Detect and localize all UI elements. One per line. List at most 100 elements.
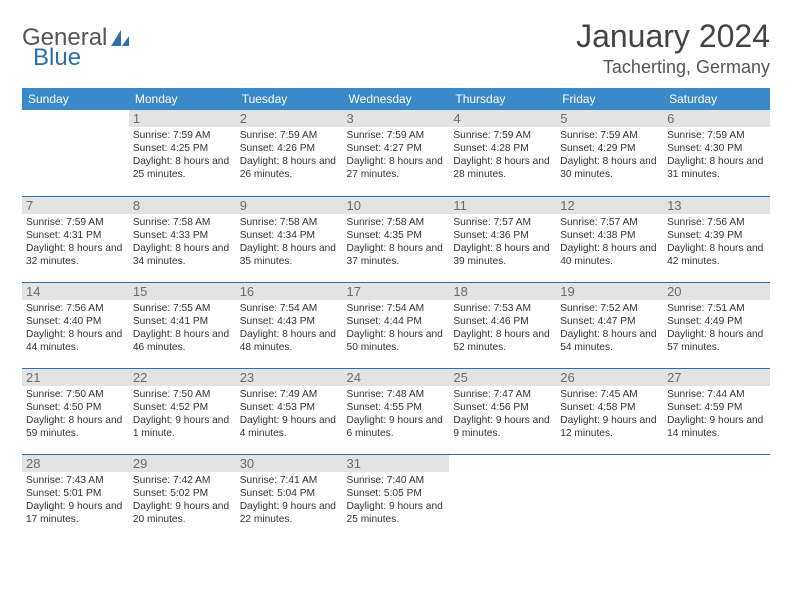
calendar-cell xyxy=(449,454,556,540)
day-number: 21 xyxy=(22,369,129,386)
day-info: Sunrise: 7:59 AMSunset: 4:28 PMDaylight:… xyxy=(453,129,552,181)
day-number: 23 xyxy=(236,369,343,386)
calendar-cell xyxy=(22,110,129,196)
day-number: 26 xyxy=(556,369,663,386)
day-number: 19 xyxy=(556,283,663,300)
day-number: 17 xyxy=(343,283,450,300)
day-number: 2 xyxy=(236,110,343,127)
calendar-cell: 1 Sunrise: 7:59 AMSunset: 4:25 PMDaylight… xyxy=(129,110,236,196)
day-info: Sunrise: 7:53 AMSunset: 4:46 PMDaylight:… xyxy=(453,302,552,354)
calendar-cell: 8Sunrise: 7:58 AMSunset: 4:33 PMDaylight… xyxy=(129,196,236,282)
day-number: 22 xyxy=(129,369,236,386)
logo-sail-icon xyxy=(109,28,131,48)
calendar-cell: 29 Sunrise: 7:42 AMSunset: 5:02 PMDayligh… xyxy=(129,454,236,540)
day-info: Sunrise: 7:45 AMSunset: 4:58 PMDaylight:… xyxy=(560,388,659,440)
calendar-cell: 15 Sunrise: 7:55 AMSunset: 4:41 PMDayligh… xyxy=(129,282,236,368)
weekday-header: Friday xyxy=(556,88,663,110)
calendar-cell: 11 Sunrise: 7:57 AMSunset: 4:36 PMDayligh… xyxy=(449,196,556,282)
calendar-cell: 13 Sunrise: 7:56 AMSunset: 4:39 PMDayligh… xyxy=(663,196,770,282)
calendar-row: 21 Sunrise: 7:50 AMSunset: 4:50 PMDayligh… xyxy=(22,368,770,454)
day-info: Sunrise: 7:44 AMSunset: 4:59 PMDaylight:… xyxy=(667,388,766,440)
calendar-cell: 12Sunrise: 7:57 AMSunset: 4:38 PMDayligh… xyxy=(556,196,663,282)
day-info: Sunrise: 7:41 AMSunset: 5:04 PMDaylight:… xyxy=(240,474,339,526)
calendar-cell xyxy=(556,454,663,540)
day-info: Sunrise: 7:59 AMSunset: 4:29 PMDaylight:… xyxy=(560,129,659,181)
weekday-header: Wednesday xyxy=(343,88,450,110)
day-number: 27 xyxy=(663,369,770,386)
calendar-cell: 27 Sunrise: 7:44 AMSunset: 4:59 PMDayligh… xyxy=(663,368,770,454)
day-number: 16 xyxy=(236,283,343,300)
day-info: Sunrise: 7:58 AMSunset: 4:35 PMDaylight:… xyxy=(347,216,446,268)
weekday-header-row: SundayMondayTuesdayWednesdayThursdayFrid… xyxy=(22,88,770,110)
calendar-table: SundayMondayTuesdayWednesdayThursdayFrid… xyxy=(22,88,770,540)
day-info: Sunrise: 7:52 AMSunset: 4:47 PMDaylight:… xyxy=(560,302,659,354)
day-info: Sunrise: 7:49 AMSunset: 4:53 PMDaylight:… xyxy=(240,388,339,440)
day-info: Sunrise: 7:40 AMSunset: 5:05 PMDaylight:… xyxy=(347,474,446,526)
day-info: Sunrise: 7:56 AMSunset: 4:39 PMDaylight:… xyxy=(667,216,766,268)
day-info: Sunrise: 7:59 AMSunset: 4:27 PMDaylight:… xyxy=(347,129,446,181)
day-info: Sunrise: 7:55 AMSunset: 4:41 PMDaylight:… xyxy=(133,302,232,354)
calendar-cell: 24 Sunrise: 7:48 AMSunset: 4:55 PMDayligh… xyxy=(343,368,450,454)
day-info: Sunrise: 7:58 AMSunset: 4:34 PMDaylight:… xyxy=(240,216,339,268)
day-number: 10 xyxy=(343,197,450,214)
day-info: Sunrise: 7:54 AMSunset: 4:44 PMDaylight:… xyxy=(347,302,446,354)
calendar-row: 28Sunrise: 7:43 AMSunset: 5:01 PMDayligh… xyxy=(22,454,770,540)
day-info: Sunrise: 7:59 AMSunset: 4:30 PMDaylight:… xyxy=(667,129,766,181)
day-info: Sunrise: 7:47 AMSunset: 4:56 PMDaylight:… xyxy=(453,388,552,440)
day-number: 25 xyxy=(449,369,556,386)
header: General January 2024 Tacherting, Germany xyxy=(22,18,770,78)
day-number: 11 xyxy=(449,197,556,214)
calendar-cell: 3Sunrise: 7:59 AMSunset: 4:27 PMDaylight… xyxy=(343,110,450,196)
day-number: 15 xyxy=(129,283,236,300)
day-info: Sunrise: 7:56 AMSunset: 4:40 PMDaylight:… xyxy=(26,302,125,354)
day-info: Sunrise: 7:59 AMSunset: 4:31 PMDaylight:… xyxy=(26,216,125,268)
day-number: 12 xyxy=(556,197,663,214)
location: Tacherting, Germany xyxy=(576,57,770,78)
calendar-cell: 6Sunrise: 7:59 AMSunset: 4:30 PMDaylight… xyxy=(663,110,770,196)
day-number: 13 xyxy=(663,197,770,214)
calendar-cell: 17 Sunrise: 7:54 AMSunset: 4:44 PMDayligh… xyxy=(343,282,450,368)
day-info: Sunrise: 7:42 AMSunset: 5:02 PMDaylight:… xyxy=(133,474,232,526)
day-info: Sunrise: 7:59 AMSunset: 4:25 PMDaylight:… xyxy=(133,129,232,181)
day-info: Sunrise: 7:51 AMSunset: 4:49 PMDaylight:… xyxy=(667,302,766,354)
day-info: Sunrise: 7:54 AMSunset: 4:43 PMDaylight:… xyxy=(240,302,339,354)
day-number: 7 xyxy=(22,197,129,214)
logo-text-2: Blue xyxy=(33,44,81,72)
day-number: 9 xyxy=(236,197,343,214)
title-block: January 2024 Tacherting, Germany xyxy=(576,18,770,78)
calendar-row: 14Sunrise: 7:56 AMSunset: 4:40 PMDayligh… xyxy=(22,282,770,368)
day-number: 5 xyxy=(556,110,663,127)
day-info: Sunrise: 7:50 AMSunset: 4:50 PMDaylight:… xyxy=(26,388,125,440)
month-title: January 2024 xyxy=(576,18,770,55)
calendar-cell: 22Sunrise: 7:50 AMSunset: 4:52 PMDayligh… xyxy=(129,368,236,454)
calendar-cell: 7 Sunrise: 7:59 AMSunset: 4:31 PMDaylight… xyxy=(22,196,129,282)
calendar-cell: 23 Sunrise: 7:49 AMSunset: 4:53 PMDayligh… xyxy=(236,368,343,454)
calendar-cell: 14Sunrise: 7:56 AMSunset: 4:40 PMDayligh… xyxy=(22,282,129,368)
calendar-row: 1 Sunrise: 7:59 AMSunset: 4:25 PMDaylight… xyxy=(22,110,770,196)
calendar-cell: 18 Sunrise: 7:53 AMSunset: 4:46 PMDayligh… xyxy=(449,282,556,368)
day-number: 20 xyxy=(663,283,770,300)
weekday-header: Thursday xyxy=(449,88,556,110)
day-number: 29 xyxy=(129,455,236,472)
calendar-cell: 4 Sunrise: 7:59 AMSunset: 4:28 PMDaylight… xyxy=(449,110,556,196)
calendar-cell: 26 Sunrise: 7:45 AMSunset: 4:58 PMDayligh… xyxy=(556,368,663,454)
day-number: 24 xyxy=(343,369,450,386)
calendar-cell: 20 Sunrise: 7:51 AMSunset: 4:49 PMDayligh… xyxy=(663,282,770,368)
calendar-cell: 28Sunrise: 7:43 AMSunset: 5:01 PMDayligh… xyxy=(22,454,129,540)
calendar-cell: 21 Sunrise: 7:50 AMSunset: 4:50 PMDayligh… xyxy=(22,368,129,454)
weekday-header: Monday xyxy=(129,88,236,110)
calendar-cell: 25 Sunrise: 7:47 AMSunset: 4:56 PMDayligh… xyxy=(449,368,556,454)
day-number: 31 xyxy=(343,455,450,472)
day-number: 4 xyxy=(449,110,556,127)
day-number: 1 xyxy=(129,110,236,127)
day-number: 8 xyxy=(129,197,236,214)
weekday-header: Sunday xyxy=(22,88,129,110)
weekday-header: Tuesday xyxy=(236,88,343,110)
calendar-cell: 5 Sunrise: 7:59 AMSunset: 4:29 PMDaylight… xyxy=(556,110,663,196)
day-number: 18 xyxy=(449,283,556,300)
day-info: Sunrise: 7:48 AMSunset: 4:55 PMDaylight:… xyxy=(347,388,446,440)
calendar-cell: 19 Sunrise: 7:52 AMSunset: 4:47 PMDayligh… xyxy=(556,282,663,368)
day-info: Sunrise: 7:57 AMSunset: 4:36 PMDaylight:… xyxy=(453,216,552,268)
calendar-row: 7 Sunrise: 7:59 AMSunset: 4:31 PMDaylight… xyxy=(22,196,770,282)
calendar-cell: 2Sunrise: 7:59 AMSunset: 4:26 PMDaylight… xyxy=(236,110,343,196)
